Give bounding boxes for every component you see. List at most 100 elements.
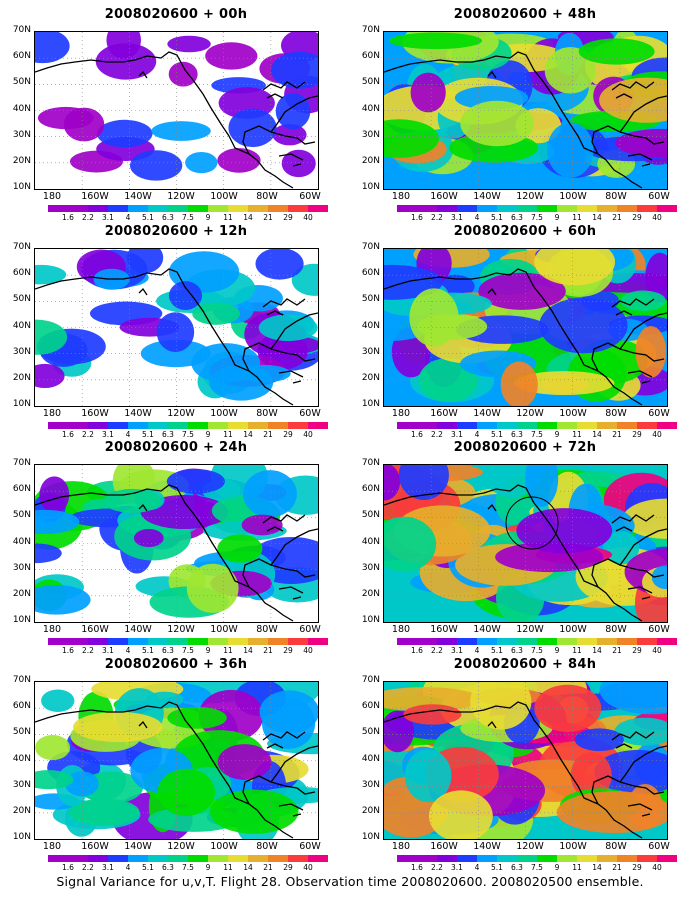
colorbar-label: 11 (572, 646, 582, 655)
map-canvas (35, 32, 318, 189)
variance-contour (614, 717, 667, 746)
variance-contour (651, 565, 667, 590)
colorbar (48, 638, 328, 645)
longitude-label: 100W (210, 841, 238, 852)
colorbar-label: 3.1 (451, 430, 463, 439)
colorbar-swatch (437, 855, 457, 862)
variance-contour (35, 584, 91, 615)
variance-contour (620, 290, 666, 311)
colorbar-swatch (228, 422, 248, 429)
variance-map (383, 464, 668, 623)
latitude-label: 20N (12, 372, 31, 383)
colorbar-swatch (577, 205, 597, 212)
colorbar-label: 6.3 (511, 863, 523, 872)
colorbar-swatch (88, 205, 108, 212)
coastline (384, 268, 667, 406)
colorbar-swatch (188, 205, 208, 212)
colorbar-label: 4 (125, 863, 131, 872)
colorbar-label: 14 (243, 646, 253, 655)
latitude-label: 50N (12, 510, 31, 521)
variance-contour (35, 363, 65, 389)
longitude-label: 120W (516, 191, 544, 202)
colorbar-label: 1.6 (62, 646, 74, 655)
latitude-label: 40N (361, 536, 380, 547)
colorbar-swatch (308, 422, 328, 429)
colorbar-swatch (457, 638, 477, 645)
colorbar-label: 2.2 (82, 646, 94, 655)
colorbar-label: 4 (125, 213, 131, 222)
colorbar-label: 7.5 (182, 213, 194, 222)
colorbar-label: 1.6 (411, 863, 423, 872)
colorbar-label: 40 (303, 863, 313, 872)
colorbar-swatch (497, 855, 517, 862)
variance-contour (41, 689, 75, 713)
colorbar-swatch (128, 205, 148, 212)
colorbar-swatch (617, 638, 637, 645)
colorbar-swatch (617, 205, 637, 212)
colorbar-swatch (497, 638, 517, 645)
colorbar-label: 2.2 (431, 430, 443, 439)
variance-contour (157, 768, 216, 816)
latitude-label: 60N (361, 268, 380, 279)
latitude-label: 60N (12, 701, 31, 712)
colorbar-swatch (537, 422, 557, 429)
colorbar-label: 5.1 (142, 430, 154, 439)
longitude-label: 100W (210, 191, 238, 202)
variance-contour (168, 61, 198, 87)
latitude-label: 10N (361, 615, 380, 625)
map-canvas (384, 249, 667, 406)
variance-map (34, 248, 319, 407)
longitude-label: 120W (167, 841, 195, 852)
variance-contour (217, 534, 263, 563)
colorbar-swatch (268, 638, 288, 645)
variance-contour (156, 312, 195, 352)
colorbar-label: 4 (474, 646, 480, 655)
longitude-label: 60W (648, 408, 670, 419)
variance-contour (267, 336, 318, 354)
longitude-label: 80W (605, 841, 627, 852)
colorbar-label: 14 (592, 430, 602, 439)
colorbar-swatch (417, 205, 437, 212)
latitude-label: 30N (12, 346, 31, 357)
colorbar-swatch (657, 205, 677, 212)
colorbar-swatch (397, 638, 417, 645)
colorbar-label: 9 (205, 213, 211, 222)
latitude-label: 50N (361, 510, 380, 521)
latitude-label: 40N (12, 753, 31, 764)
longitude-label: 180 (42, 624, 62, 635)
longitude-label: 140W (473, 191, 501, 202)
variance-contour (133, 528, 164, 548)
colorbar-swatch (557, 638, 577, 645)
longitude-label: 140W (124, 408, 152, 419)
colorbar-swatch (288, 422, 308, 429)
longitude-label: 100W (559, 408, 587, 419)
colorbar-swatch (537, 205, 557, 212)
latitude-label: 50N (361, 727, 380, 738)
colorbar-label: 4 (474, 430, 480, 439)
variance-contour (96, 119, 153, 148)
colorbar-swatch (397, 422, 417, 429)
latitude-label: 10N (12, 399, 31, 409)
colorbar-swatch (188, 422, 208, 429)
colorbar-swatch (128, 638, 148, 645)
longitude-label: 100W (210, 408, 238, 419)
latitude-label: 70N (12, 242, 31, 252)
colorbar-swatch (617, 422, 637, 429)
colorbar-swatch (168, 855, 188, 862)
longitude-label: 140W (124, 191, 152, 202)
colorbar-swatch (417, 855, 437, 862)
colorbar-swatch (308, 855, 328, 862)
panel-title: 2008020600 + 48h (453, 7, 597, 22)
colorbar-swatch (68, 422, 88, 429)
latitude-label: 10N (361, 832, 380, 842)
longitude-label: 100W (559, 841, 587, 852)
latitude-label: 20N (361, 805, 380, 816)
colorbar-swatch (597, 422, 617, 429)
longitude-label: 60W (648, 191, 670, 202)
longitude-label: 160W (430, 624, 458, 635)
colorbar-swatch (68, 638, 88, 645)
colorbar-label: 9 (205, 863, 211, 872)
colorbar (397, 422, 677, 429)
colorbar-label: 7.5 (182, 646, 194, 655)
longitude-label: 160W (81, 408, 109, 419)
